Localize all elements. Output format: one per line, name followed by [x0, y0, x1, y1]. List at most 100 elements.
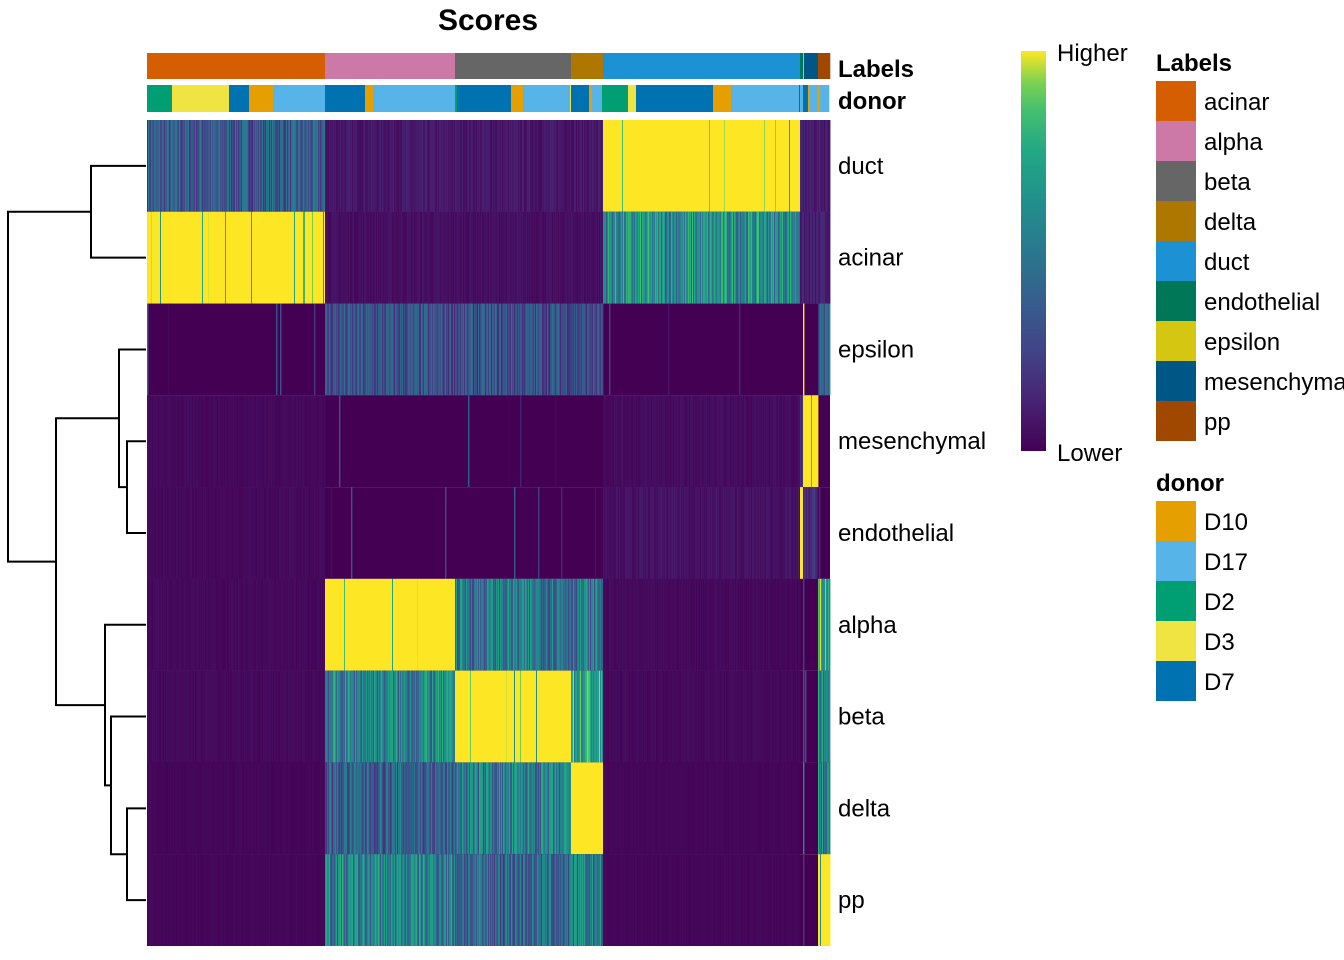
heatmap-cell — [488, 303, 490, 396]
heatmap-cell — [461, 211, 463, 304]
donor-annotation-D7 — [229, 85, 250, 112]
heatmap-cell — [316, 670, 318, 763]
heatmap-cell — [415, 303, 417, 396]
heatmap-cell — [582, 303, 584, 396]
heatmap-cell — [564, 670, 566, 763]
heatmap-cell — [438, 120, 440, 212]
heatmap-cell — [157, 395, 159, 488]
heatmap-cell — [274, 395, 276, 488]
heatmap-cell — [214, 762, 216, 855]
heatmap-cell — [776, 487, 778, 579]
heatmap-cell — [286, 211, 288, 304]
heatmap-cell — [675, 395, 677, 488]
heatmap-cell — [423, 120, 425, 212]
heatmap-cell — [186, 395, 188, 488]
heatmap-cell — [447, 578, 449, 671]
heatmap-cell — [528, 762, 530, 855]
heatmap-cell — [159, 854, 161, 946]
heatmap-cell — [629, 395, 631, 488]
heatmap-cell — [259, 762, 261, 855]
heatmap-cell — [525, 670, 527, 763]
heatmap-cell — [637, 211, 639, 304]
heatmap-cell — [161, 120, 163, 212]
heatmap-cell — [179, 762, 181, 855]
heatmap-cell — [735, 211, 737, 304]
heatmap-cell — [780, 578, 782, 671]
heatmap-cell — [575, 120, 577, 212]
heatmap-cell — [710, 578, 712, 671]
heatmap-cell — [684, 487, 686, 579]
heatmap-cell — [204, 762, 206, 855]
heatmap-cell — [154, 120, 156, 212]
heatmap-cell — [735, 487, 737, 579]
heatmap-cell — [533, 762, 535, 855]
heatmap-cell — [263, 120, 265, 212]
heatmap-cell — [685, 395, 687, 488]
heatmap-cell — [606, 578, 608, 671]
heatmap-cell — [529, 120, 531, 212]
heatmap-cell — [796, 211, 798, 304]
heatmap-cell — [187, 854, 189, 946]
heatmap-cell — [335, 578, 337, 671]
heatmap-cell — [549, 762, 551, 855]
heatmap-cell — [353, 303, 355, 396]
heatmap-cell — [225, 487, 227, 579]
heatmap-cell — [673, 670, 675, 763]
heatmap-cell — [307, 762, 309, 855]
heatmap-cell — [338, 578, 340, 671]
heatmap-cell — [343, 303, 345, 396]
heatmap-cell — [177, 395, 179, 488]
heatmap-cell — [730, 670, 732, 763]
heatmap-cell — [230, 762, 232, 855]
heatmap-cell — [527, 578, 529, 671]
heatmap-cell — [567, 670, 569, 763]
heatmap-cell — [158, 395, 160, 488]
heatmap-cell — [708, 578, 710, 671]
heatmap-cell — [479, 854, 481, 946]
heatmap-cell — [452, 762, 454, 855]
heatmap-cell — [555, 303, 557, 396]
heatmap-cell — [798, 762, 800, 855]
heatmap-cell — [528, 120, 530, 212]
heatmap-cell — [319, 120, 321, 212]
heatmap-cell — [441, 211, 443, 304]
heatmap-cell — [632, 762, 634, 855]
heatmap-cell — [777, 578, 779, 671]
heatmap-cell — [703, 578, 705, 671]
heatmap-cell — [286, 395, 288, 488]
heatmap-cell — [747, 211, 749, 304]
heatmap-cell — [242, 395, 244, 488]
heatmap-cell — [464, 120, 466, 212]
heatmap-cell — [279, 395, 281, 488]
heatmap-cell — [519, 120, 521, 212]
heatmap-cell — [224, 120, 226, 212]
heatmap-cell — [239, 487, 241, 579]
heatmap-cell — [392, 211, 394, 304]
heatmap-cell — [383, 854, 385, 946]
heatmap-cell — [258, 762, 260, 855]
heatmap-cell — [452, 670, 454, 763]
heatmap-cell — [724, 211, 726, 304]
heatmap-cell — [695, 395, 697, 488]
heatmap-cell — [222, 211, 224, 304]
heatmap-cell — [353, 762, 355, 855]
heatmap-cell — [793, 578, 795, 671]
heatmap-cell — [417, 762, 419, 855]
heatmap-cell — [738, 670, 740, 763]
heatmap-cell — [160, 395, 162, 488]
heatmap-cell — [213, 120, 215, 212]
heatmap-cell — [605, 120, 607, 212]
donor-annotation-D7 — [325, 85, 366, 112]
heatmap-cell — [743, 762, 745, 855]
heatmap-cell — [701, 120, 703, 212]
heatmap-cell — [216, 211, 218, 304]
heatmap-cell — [373, 120, 375, 212]
heatmap-cell — [675, 120, 677, 212]
heatmap-cell — [396, 854, 398, 946]
heatmap-cell — [602, 854, 604, 946]
heatmap-cell — [178, 395, 180, 488]
heatmap-cell — [747, 762, 749, 855]
heatmap-cell — [481, 854, 483, 946]
heatmap-cell — [531, 854, 533, 946]
heatmap-cell — [506, 303, 508, 396]
